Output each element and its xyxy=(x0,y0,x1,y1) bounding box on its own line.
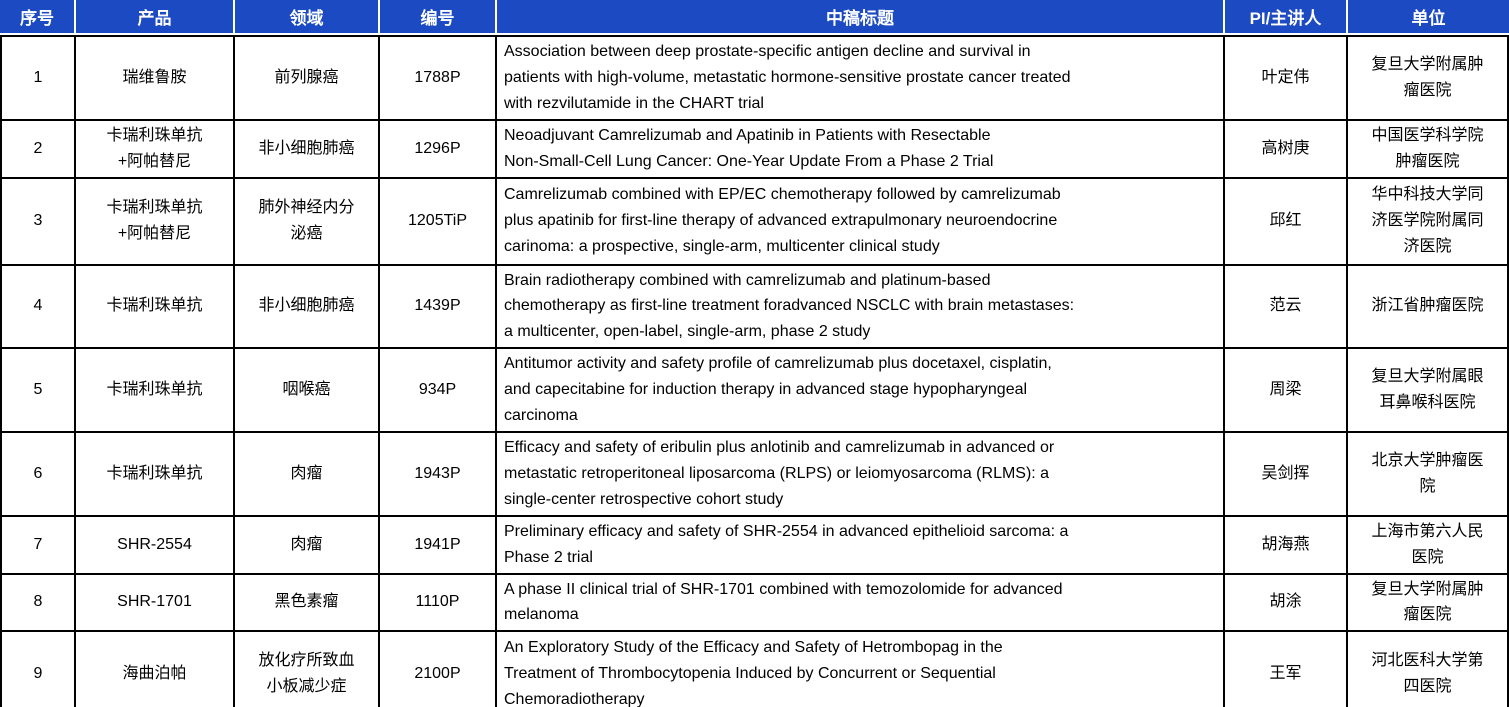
cell-index: 4 xyxy=(0,265,76,350)
cell-product: 海曲泊帕 xyxy=(76,632,235,707)
cell-code: 1943P xyxy=(380,432,497,517)
cell-index: 7 xyxy=(0,516,76,575)
column-header-field: 领域 xyxy=(235,0,380,35)
table-row: 1 瑞维鲁胺 前列腺癌 1788P Association between deep p… xyxy=(0,35,1509,121)
cell-pi: 范云 xyxy=(1225,265,1348,350)
cell-index: 1 xyxy=(0,35,76,121)
cell-title: Association between deep prostate-specif… xyxy=(497,35,1225,121)
cell-title: Antitumor activity and safety profile of… xyxy=(497,349,1225,433)
cell-field: 咽喉癌 xyxy=(235,349,380,433)
table-row: 8 SHR-1701 黑色素瘤 1110P A phase II clinical tr… xyxy=(0,574,1509,633)
cell-code: 1439P xyxy=(380,265,497,350)
cell-product: 卡瑞利珠单抗 xyxy=(76,349,235,433)
cell-code: 1205TiP xyxy=(380,178,497,266)
cell-title: A phase II clinical trial of SHR-1701 co… xyxy=(497,574,1225,633)
cell-pi: 胡涂 xyxy=(1225,574,1348,633)
cell-unit: 中国医学科学院 肿瘤医院 xyxy=(1348,120,1509,179)
cell-title: Camrelizumab combined with EP/EC chemoth… xyxy=(497,178,1225,266)
table-row: 7 SHR-2554 肉瘤 1941P Preliminary efficacy and… xyxy=(0,516,1509,575)
cell-pi: 高树庚 xyxy=(1225,120,1348,179)
cell-unit: 浙江省肿瘤医院 xyxy=(1348,265,1509,350)
cell-product: SHR-2554 xyxy=(76,516,235,575)
column-header-index: 序号 xyxy=(0,0,76,35)
cell-code: 1941P xyxy=(380,516,497,575)
cell-code: 934P xyxy=(380,349,497,433)
cell-product: 瑞维鲁胺 xyxy=(76,35,235,121)
cell-product: 卡瑞利珠单抗 +阿帕替尼 xyxy=(76,178,235,266)
cell-index: 2 xyxy=(0,120,76,179)
cell-code: 2100P xyxy=(380,632,497,707)
cell-pi: 王军 xyxy=(1225,632,1348,707)
cell-code: 1296P xyxy=(380,120,497,179)
cell-unit: 上海市第六人民 医院 xyxy=(1348,516,1509,575)
column-header-product: 产品 xyxy=(76,0,235,35)
cell-unit: 复旦大学附属眼 耳鼻喉科医院 xyxy=(1348,349,1509,433)
cell-title: Efficacy and safety of eribulin plus anl… xyxy=(497,432,1225,517)
cell-field: 前列腺癌 xyxy=(235,35,380,121)
cell-pi: 叶定伟 xyxy=(1225,35,1348,121)
table-body: 1 瑞维鲁胺 前列腺癌 1788P Association between deep p… xyxy=(0,35,1509,707)
cell-product: 卡瑞利珠单抗 xyxy=(76,432,235,517)
cell-title: Preliminary efficacy and safety of SHR-2… xyxy=(497,516,1225,575)
cell-index: 5 xyxy=(0,349,76,433)
column-header-code: 编号 xyxy=(380,0,497,35)
table-row: 3 卡瑞利珠单抗 +阿帕替尼 肺外神经内分 泌癌 1205TiP Camrelizuma… xyxy=(0,178,1509,266)
cell-code: 1110P xyxy=(380,574,497,633)
cell-unit: 北京大学肿瘤医 院 xyxy=(1348,432,1509,517)
cell-product: 卡瑞利珠单抗 xyxy=(76,265,235,350)
column-header-pi: PI/主讲人 xyxy=(1225,0,1348,35)
column-header-unit: 单位 xyxy=(1348,0,1509,35)
cell-index: 9 xyxy=(0,632,76,707)
cell-unit: 河北医科大学第 四医院 xyxy=(1348,632,1509,707)
cell-pi: 吴剑挥 xyxy=(1225,432,1348,517)
cell-product: 卡瑞利珠单抗 +阿帕替尼 xyxy=(76,120,235,179)
cell-index: 8 xyxy=(0,574,76,633)
table-row: 6 卡瑞利珠单抗 肉瘤 1943P Efficacy and safety of eri… xyxy=(0,432,1509,517)
table-row: 4 卡瑞利珠单抗 非小细胞肺癌 1439P Brain radiotherapy com… xyxy=(0,265,1509,350)
cell-field: 放化疗所致血 小板减少症 xyxy=(235,632,380,707)
cell-field: 黑色素瘤 xyxy=(235,574,380,633)
cell-index: 3 xyxy=(0,178,76,266)
cell-field: 肉瘤 xyxy=(235,516,380,575)
cell-pi: 胡海燕 xyxy=(1225,516,1348,575)
cell-pi: 邱红 xyxy=(1225,178,1348,266)
cell-unit: 复旦大学附属肿 瘤医院 xyxy=(1348,35,1509,121)
cell-field: 肺外神经内分 泌癌 xyxy=(235,178,380,266)
cell-index: 6 xyxy=(0,432,76,517)
cell-field: 肉瘤 xyxy=(235,432,380,517)
cell-pi: 周梁 xyxy=(1225,349,1348,433)
cell-product: SHR-1701 xyxy=(76,574,235,633)
cell-unit: 复旦大学附属肿 瘤医院 xyxy=(1348,574,1509,633)
column-header-title: 中稿标题 xyxy=(497,0,1225,35)
table-row: 9 海曲泊帕 放化疗所致血 小板减少症 2100P An Exploratory Stu… xyxy=(0,632,1509,707)
header-row: 序号 产品 领域 编号 中稿标题 PI/主讲人 单位 xyxy=(0,0,1509,35)
table-row: 5 卡瑞利珠单抗 咽喉癌 934P Antitumor activity and saf… xyxy=(0,349,1509,433)
cell-title: Brain radiotherapy combined with camreli… xyxy=(497,265,1225,350)
cell-field: 非小细胞肺癌 xyxy=(235,120,380,179)
table-row: 2 卡瑞利珠单抗 +阿帕替尼 非小细胞肺癌 1296P Neoadjuvant Camr… xyxy=(0,120,1509,179)
cell-unit: 华中科技大学同 济医学院附属同 济医院 xyxy=(1348,178,1509,266)
cell-field: 非小细胞肺癌 xyxy=(235,265,380,350)
cell-title: Neoadjuvant Camrelizumab and Apatinib in… xyxy=(497,120,1225,179)
cell-title: An Exploratory Study of the Efficacy and… xyxy=(497,632,1225,707)
cell-code: 1788P xyxy=(380,35,497,121)
